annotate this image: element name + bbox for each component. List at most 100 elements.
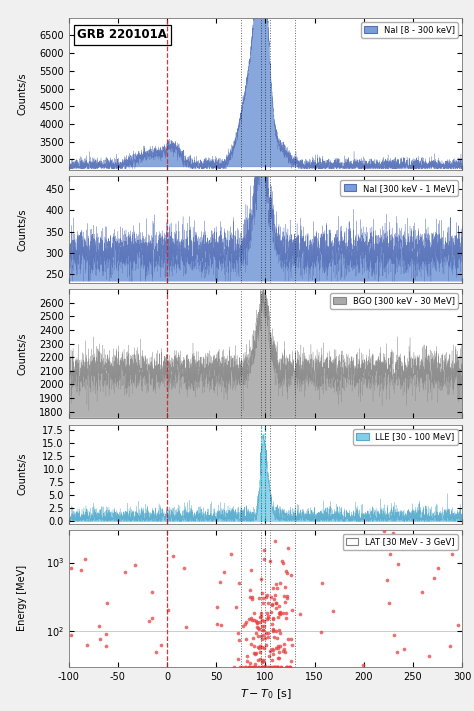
Point xyxy=(273,661,281,673)
Point xyxy=(288,604,296,616)
Point xyxy=(255,624,263,635)
Point xyxy=(280,638,287,650)
Point xyxy=(273,661,280,673)
Point xyxy=(272,589,279,601)
Point xyxy=(247,638,255,650)
Point xyxy=(255,642,263,653)
Point xyxy=(265,651,273,662)
Point xyxy=(278,556,286,567)
Point xyxy=(122,567,129,578)
Point xyxy=(274,652,282,663)
Point xyxy=(269,648,276,660)
Point xyxy=(260,642,267,653)
Point xyxy=(269,599,276,610)
Point xyxy=(251,661,259,673)
Point xyxy=(251,658,258,670)
Point xyxy=(273,582,281,594)
Point xyxy=(329,605,337,616)
Point xyxy=(283,661,291,673)
Point xyxy=(251,661,259,673)
Point xyxy=(255,661,263,673)
Point xyxy=(271,535,279,547)
Point xyxy=(269,598,276,609)
Point xyxy=(213,619,221,630)
Point xyxy=(259,592,266,604)
Point xyxy=(243,661,250,673)
Point xyxy=(258,661,265,673)
Point xyxy=(102,628,110,639)
Point xyxy=(282,565,290,576)
Point xyxy=(260,661,268,673)
Point xyxy=(264,613,272,624)
Point xyxy=(283,567,291,579)
Point xyxy=(249,632,257,643)
Point xyxy=(279,557,286,569)
Point xyxy=(258,641,266,653)
Point xyxy=(282,613,290,624)
Point xyxy=(279,607,286,619)
Point xyxy=(276,606,284,618)
Point xyxy=(264,661,272,673)
Y-axis label: Counts/s: Counts/s xyxy=(18,73,27,115)
Point xyxy=(258,661,266,673)
Point xyxy=(248,592,256,603)
Point xyxy=(83,639,91,651)
Point xyxy=(287,633,295,644)
Point xyxy=(157,639,165,651)
Point xyxy=(273,632,281,643)
Point xyxy=(288,655,295,666)
Point xyxy=(246,661,254,673)
Point xyxy=(252,616,259,627)
Point xyxy=(270,661,277,673)
Point xyxy=(260,597,267,609)
Point xyxy=(394,558,402,570)
Point xyxy=(281,647,288,658)
Point xyxy=(286,661,293,673)
Point xyxy=(241,661,249,673)
Text: D: D xyxy=(267,542,274,550)
Point xyxy=(103,597,110,609)
Point xyxy=(266,555,273,567)
Point xyxy=(255,630,262,641)
Legend: NaI [300 keV - 1 MeV]: NaI [300 keV - 1 MeV] xyxy=(340,181,458,196)
Point xyxy=(297,608,304,619)
Point xyxy=(435,562,442,573)
Point xyxy=(264,627,272,638)
Point xyxy=(260,545,268,556)
Point xyxy=(246,661,253,673)
Point xyxy=(276,608,284,619)
Legend: NaI [8 - 300 keV]: NaI [8 - 300 keV] xyxy=(361,22,458,38)
Point xyxy=(247,612,255,624)
Point xyxy=(359,659,366,670)
Point xyxy=(272,597,279,609)
Point xyxy=(216,576,224,587)
Point xyxy=(286,661,294,673)
Point xyxy=(261,633,268,644)
Point xyxy=(250,640,257,651)
Point xyxy=(256,653,264,665)
Point xyxy=(152,647,160,658)
Point xyxy=(249,661,256,673)
Y-axis label: Energy [MeV]: Energy [MeV] xyxy=(18,565,27,631)
Point xyxy=(257,573,264,584)
Point xyxy=(273,642,280,653)
Point xyxy=(258,656,265,668)
Point xyxy=(247,565,255,576)
Point xyxy=(268,654,276,665)
Point xyxy=(82,553,89,565)
Point xyxy=(213,602,221,613)
Point xyxy=(285,661,293,673)
Point xyxy=(131,560,138,571)
Point xyxy=(368,530,375,541)
Point xyxy=(383,574,391,585)
Text: C: C xyxy=(262,542,269,550)
Point xyxy=(380,525,388,536)
Point xyxy=(385,597,392,608)
Point xyxy=(255,592,263,604)
Point xyxy=(391,629,398,641)
Legend: BGO [300 keV - 30 MeV]: BGO [300 keV - 30 MeV] xyxy=(330,293,458,309)
Point xyxy=(430,541,438,552)
Y-axis label: Counts/s: Counts/s xyxy=(18,333,27,375)
Point xyxy=(269,661,276,673)
Point xyxy=(238,661,246,673)
